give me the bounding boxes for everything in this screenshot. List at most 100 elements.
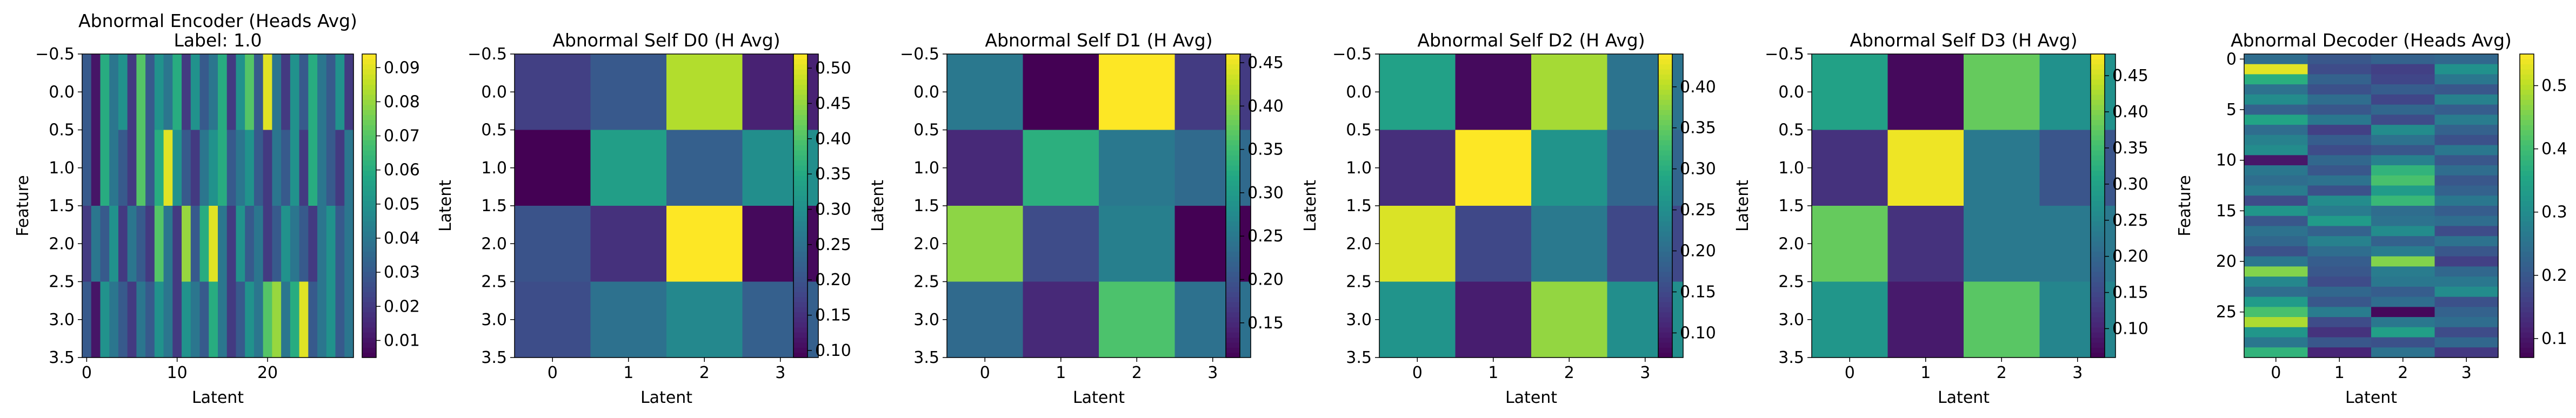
heatmap-cell [2244,347,2308,358]
heatmap-cell [209,281,218,358]
heatmap-cell [253,206,264,282]
colorbar-segment [1658,145,1672,151]
colorbar-tick-label: 0.02 [384,297,420,316]
heatmap-cell [2371,215,2435,227]
heatmap-cell [2307,266,2372,277]
heatmap-cell [1964,54,2040,131]
y-tick-label: 25 [2216,303,2237,322]
heatmap-cell [2244,74,2308,85]
heatmap-cell [317,54,327,131]
colorbar-segment [1658,130,1672,136]
colorbar-segment [362,286,376,292]
colorbar-segment [1658,69,1672,75]
heatmap-cell [163,54,173,131]
colorbar-segment [2520,236,2534,242]
colorbar-segment [793,160,807,166]
heatmap-cell [218,206,228,282]
colorbar-segment [2091,215,2105,221]
colorbar-segment [362,322,376,328]
heatmap-cell [127,130,137,206]
colorbar-segment [1658,54,1672,59]
colorbar-segment [2520,307,2534,313]
colorbar-segment [1226,251,1240,257]
colorbar-segment [2520,69,2534,75]
heatmap-cell [1531,130,1608,206]
colorbar-segment [362,261,376,267]
heatmap-cell [2371,104,2435,115]
colorbar-segment [362,69,376,75]
colorbar-tick-label: 0.20 [2112,247,2148,266]
colorbar-segment [2091,130,2105,136]
colorbar-segment [793,236,807,242]
heatmap-cell [290,281,300,358]
heatmap-cell [1099,206,1176,282]
heatmap-cell [317,206,327,282]
colorbar-segment [1658,332,1672,338]
heatmap-cell [2371,114,2435,125]
y-axis-label: Feature [2175,175,2194,236]
colorbar-tick-label: 0.40 [1680,78,1716,97]
colorbar-segment [793,337,807,343]
colorbar-segment [793,206,807,211]
heatmap-cell [1455,130,1532,206]
colorbar-segment [2520,286,2534,292]
colorbar-tick-label: 0.15 [1680,282,1716,301]
x-tick-label: 0 [980,363,990,382]
colorbar-segment [1658,296,1672,302]
heatmap-cell [100,206,110,282]
colorbar-segment [2520,261,2534,267]
heatmap-cell [82,130,92,206]
colorbar-segment [362,221,376,227]
colorbar-segment [2520,64,2534,70]
heatmap-cell [2371,155,2435,166]
colorbar-segment [793,347,807,353]
colorbar-segment [2520,84,2534,90]
heatmap-cell [2307,215,2372,227]
heatmap-cell [1379,281,1456,358]
colorbar-segment [2520,94,2534,100]
colorbar-segment [793,301,807,307]
colorbar-segment [1226,312,1240,318]
heatmap-cell [947,130,1024,206]
colorbar-segment [2091,332,2105,338]
colorbar-segment [1226,94,1240,100]
colorbar-segment [1658,99,1672,105]
colorbar-segment [362,206,376,211]
chart-title: Abnormal Self D1 (H Avg) [985,30,1212,51]
heatmap-cell [2371,266,2435,277]
colorbar-segment [2520,342,2534,348]
heatmap-cell [91,130,101,206]
heatmap-cell [82,281,92,358]
colorbar-segment [1226,352,1240,358]
heatmap-cell [253,281,264,358]
colorbar-segment [1226,307,1240,313]
heatmap-cell [2371,94,2435,105]
x-tick-label: 1 [1920,363,1931,382]
colorbar-segment [362,79,376,85]
colorbar-segment [1226,332,1240,338]
colorbar-segment [1658,59,1672,65]
y-tick-label: 1.0 [913,159,939,178]
colorbar-segment [793,215,807,221]
colorbar-segment [362,190,376,196]
colorbar-segment [2520,110,2534,115]
colorbar-segment [2091,312,2105,318]
colorbar-tick-label: 0.30 [1247,184,1284,203]
colorbar-segment [362,307,376,313]
colorbar-segment [2520,277,2534,282]
colorbar-segment [793,322,807,328]
colorbar-segment [793,175,807,181]
colorbar-tick-label: 0.35 [815,165,851,184]
heatmap-cell [209,206,218,282]
heatmap-cell [2307,337,2372,348]
heatmap-cell [127,206,137,282]
colorbar-segment [1226,277,1240,282]
heatmap-cell [172,281,182,358]
heatmap-cell [1099,281,1176,358]
y-axis-label: Latent [436,180,455,232]
heatmap-cell [2244,236,2308,247]
y-tick-label: 1.5 [481,197,507,215]
y-tick-label: 1.0 [1346,159,1372,178]
colorbar-segment [362,89,376,95]
colorbar-segment [793,241,807,247]
